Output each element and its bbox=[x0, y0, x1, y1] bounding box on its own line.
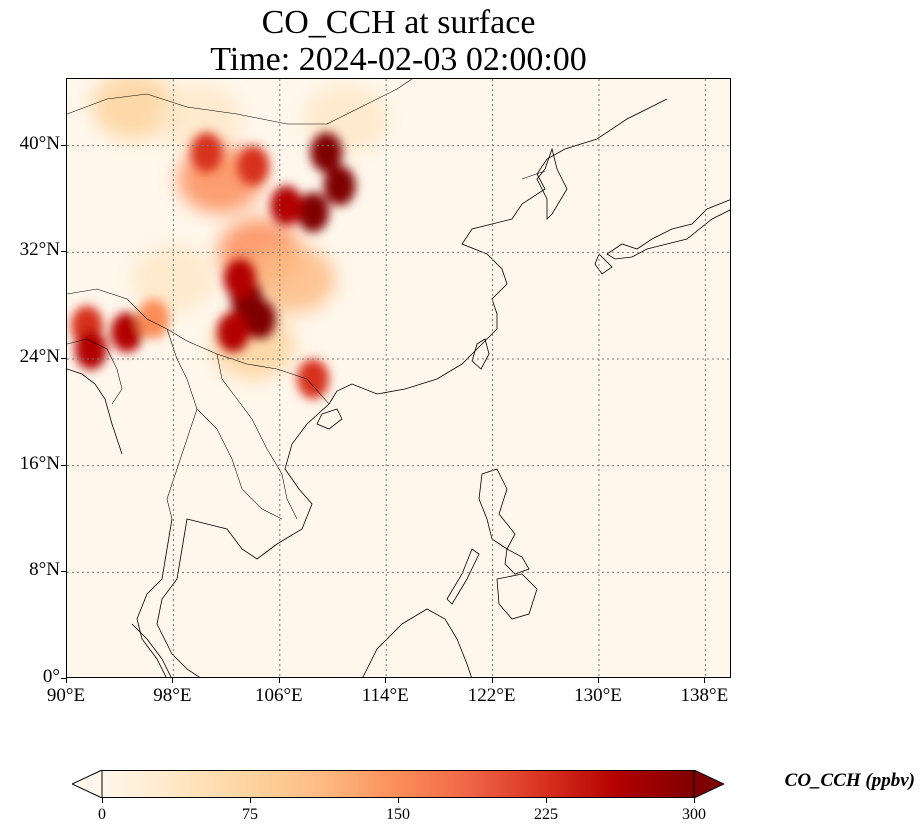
lon-tick-mark bbox=[385, 678, 387, 683]
border-laos-vietnam bbox=[216, 353, 298, 520]
colorbar-tick-mark bbox=[102, 798, 103, 803]
lat-tick-label: 24°N bbox=[19, 346, 60, 367]
lat-tick-label: 32°N bbox=[19, 239, 60, 261]
colorbar-tick-label: 75 bbox=[242, 806, 258, 823]
coastline-indochina bbox=[156, 403, 330, 677]
lat-tick-label: 0° bbox=[42, 666, 60, 687]
coastline-luzon bbox=[478, 468, 516, 550]
hotspot-12 bbox=[110, 312, 143, 353]
coastline-layer bbox=[67, 98, 730, 677]
hotspot-14 bbox=[137, 299, 170, 339]
border-thailand-cambodia bbox=[196, 408, 283, 520]
lon-tick-mark bbox=[491, 678, 493, 683]
lon-tick-mark bbox=[598, 678, 599, 683]
map-canvas bbox=[67, 79, 730, 677]
plume-4 bbox=[91, 79, 176, 140]
hotspot-3 bbox=[217, 312, 250, 353]
lat-tick-label: 8°N bbox=[29, 559, 60, 581]
coastline-china-mainland bbox=[328, 98, 668, 405]
lon-tick-label: 130°E bbox=[574, 685, 622, 706]
lon-tick-mark bbox=[704, 678, 706, 683]
coastline-sumatra bbox=[131, 623, 172, 677]
coastline-hainan bbox=[316, 408, 343, 430]
colorbar-tick-mark bbox=[694, 798, 695, 803]
colorbar-extend-min bbox=[70, 769, 103, 799]
colorbar-tick-label: 0 bbox=[98, 806, 106, 823]
lat-tick-mark bbox=[61, 358, 66, 359]
hotspot-6 bbox=[297, 192, 330, 233]
lat-tick-label: 16°N bbox=[19, 452, 60, 474]
lat-tick-mark bbox=[61, 571, 66, 573]
lon-tick-label: 122°E bbox=[467, 685, 516, 706]
plume-5 bbox=[158, 85, 242, 153]
hotspot-8 bbox=[237, 145, 270, 186]
hotspot-13 bbox=[74, 329, 107, 370]
hotspot-layer bbox=[70, 132, 356, 399]
colorbar-tick-label: 225 bbox=[534, 806, 558, 823]
colorbar-gradient bbox=[101, 770, 695, 798]
coastline-taiwan bbox=[471, 338, 490, 370]
coastline-japan-kyushu bbox=[594, 253, 613, 275]
plume-2 bbox=[251, 245, 336, 313]
border-china-korea bbox=[521, 170, 546, 180]
coastline-borneo bbox=[362, 608, 472, 677]
coastline-visayas bbox=[504, 548, 530, 575]
lat-tick-mark bbox=[61, 251, 66, 253]
lon-tick-label: 106°E bbox=[254, 685, 303, 706]
hotspot-10 bbox=[297, 359, 330, 399]
lat-tick-label: 40°N bbox=[19, 132, 60, 154]
colorbar bbox=[70, 769, 726, 799]
map-plot-area[interactable] bbox=[66, 78, 731, 678]
hotspot-4 bbox=[310, 132, 343, 173]
lon-tick-mark bbox=[66, 678, 67, 683]
border-china-mongolia bbox=[67, 79, 413, 125]
coastline-palawan bbox=[446, 548, 480, 605]
colorbar-tick-label: 150 bbox=[386, 806, 410, 823]
colorbar-tick-mark bbox=[250, 798, 251, 803]
lat-tick-mark bbox=[61, 464, 66, 466]
border-myanmar-east bbox=[166, 328, 198, 520]
hotspot-9 bbox=[190, 132, 223, 173]
coastline-korea bbox=[536, 147, 568, 220]
coastline-japan-honshu bbox=[606, 199, 730, 260]
colorbar-label: CO_CCH (ppbv) bbox=[784, 770, 915, 791]
gridlines bbox=[67, 79, 730, 677]
colorbar-extend-max bbox=[693, 769, 726, 799]
colorbar-tick-mark bbox=[398, 798, 399, 803]
lon-tick-label: 98°E bbox=[153, 685, 192, 706]
chart-title-line1: CO_CCH at surface bbox=[261, 4, 536, 41]
coastline-bay-of-bengal bbox=[67, 368, 123, 455]
hotspot-2 bbox=[223, 259, 256, 299]
lon-tick-mark bbox=[278, 678, 280, 683]
lon-tick-label: 138°E bbox=[680, 685, 729, 706]
hotspot-5 bbox=[323, 165, 356, 206]
colorbar-tick-mark bbox=[546, 798, 547, 803]
coastline-malay-peninsula bbox=[136, 518, 173, 677]
lon-tick-label: 90°E bbox=[46, 685, 86, 706]
hotspot-7 bbox=[270, 185, 303, 226]
colorbar-tick-label: 300 bbox=[682, 806, 706, 823]
lon-tick-label: 114°E bbox=[361, 685, 409, 706]
border-china-south bbox=[67, 288, 330, 405]
chart-title-line2: Time: 2024-02-03 02:00:00 bbox=[210, 41, 587, 78]
lat-tick-mark bbox=[61, 144, 66, 146]
lat-tick-mark bbox=[61, 678, 66, 679]
lon-tick-mark bbox=[172, 678, 174, 683]
hotspot-1 bbox=[243, 299, 276, 339]
coastline-mindanao bbox=[496, 573, 538, 620]
